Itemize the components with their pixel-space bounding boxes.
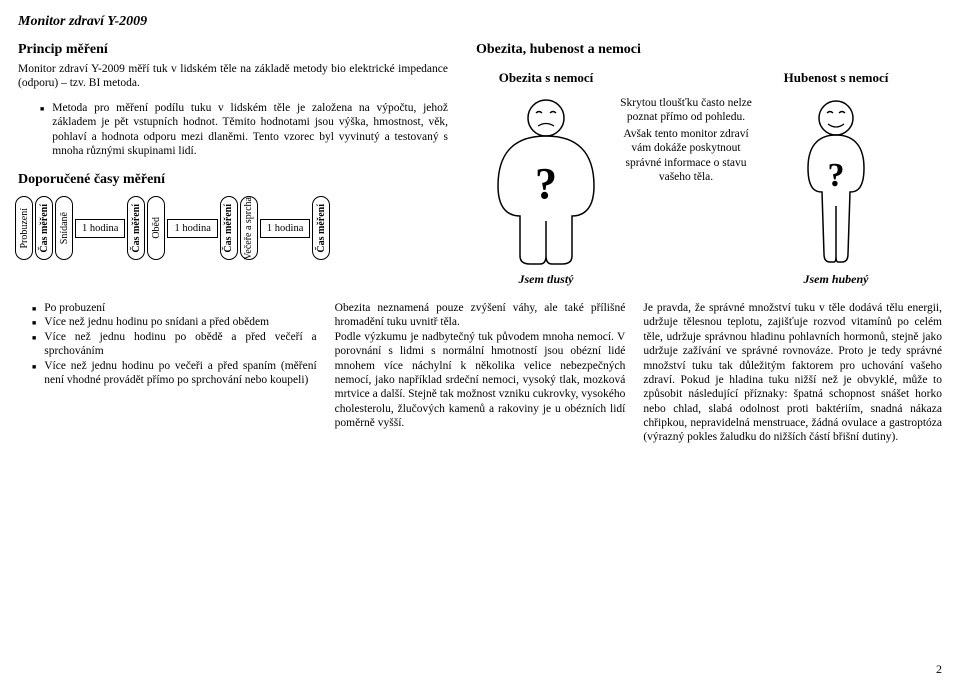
pill-dinner: Večeře a sprcha — [240, 196, 258, 260]
gap-2: 1 hodina — [167, 219, 217, 238]
list-item: ■ Více než jednu hodinu po večeři a před … — [32, 359, 317, 388]
list-item: ■ Více než jednu hodinu po snídani a před… — [32, 315, 317, 329]
document-title: Monitor zdraví Y-2009 — [18, 14, 942, 30]
bullet-marker: ■ — [40, 105, 44, 113]
bottom-right: Je pravda, že správné množství tuku v tě… — [643, 301, 942, 445]
principle-bullet-block: ■ Metoda pro měření podílu tuku v lidské… — [40, 101, 448, 159]
recommended-heading: Doporučené časy měření — [18, 172, 448, 188]
obese-body-icon: ? — [486, 96, 606, 266]
pill-breakfast: Snídaně — [55, 196, 73, 260]
bottom-mid: Obezita neznamená pouze zvýšení váhy, al… — [335, 301, 626, 445]
thin-label: Hubenost s nemocí — [784, 70, 889, 86]
obese-label: Obezita s nemocí — [499, 70, 594, 86]
bottom-mid-text: Obezita neznamená pouze zvýšení váhy, al… — [335, 301, 626, 430]
bullet-marker: ■ — [32, 305, 36, 313]
pill-measure-1: Čas měření — [35, 196, 53, 260]
svg-text:?: ? — [535, 159, 557, 208]
bullet-marker: ■ — [32, 319, 36, 327]
gap-3: 1 hodina — [260, 219, 310, 238]
gap-1: 1 hodina — [75, 219, 125, 238]
figure-thin: Hubenost s nemocí ? Jsem hubený — [766, 70, 906, 287]
principle-intro: Monitor zdraví Y-2009 měří tuk v lidském… — [18, 62, 448, 91]
after-list: ■ Po probuzení ■ Více než jednu hodinu po s… — [32, 301, 317, 387]
center-explain: Skrytou tloušťku často nelze poznat přím… — [616, 96, 756, 184]
pill-measure-3: Čas měření — [220, 196, 238, 260]
bottom-columns: ■ Po probuzení ■ Více než jednu hodinu po s… — [18, 301, 942, 445]
page-number: 2 — [936, 662, 942, 677]
list-item: ■ Po probuzení — [32, 301, 317, 315]
figures-row: Obezita s nemocí ? Jsem tlustý Skrytou t… — [476, 70, 942, 287]
thin-caption: Jsem hubený — [803, 272, 868, 287]
list-item-text: Po probuzení — [44, 301, 316, 315]
bullet-marker: ■ — [32, 363, 36, 371]
list-item-text: Více než jednu hodinu po večeři a před s… — [44, 359, 316, 388]
left-column: Princip měření Monitor zdraví Y-2009 měř… — [18, 42, 448, 287]
thin-body-icon: ? — [786, 96, 886, 266]
bottom-right-text: Je pravda, že správné množství tuku v tě… — [643, 301, 942, 445]
principle-heading: Princip měření — [18, 42, 448, 58]
pill-lunch: Oběd — [147, 196, 165, 260]
principle-bullet: ■ Metoda pro měření podílu tuku v lidské… — [40, 101, 448, 159]
right-column: Obezita, hubenost a nemoci Obezita s nem… — [476, 42, 942, 287]
list-item: ■ Více než jednu hodinu po obědě a před v… — [32, 330, 317, 359]
figure-obese: Obezita s nemocí ? Jsem tlustý — [476, 70, 616, 287]
list-item-text: Více než jednu hodinu po snídani a před … — [44, 315, 316, 329]
pill-measure-2: Čas měření — [127, 196, 145, 260]
timeline: Probuzení Čas měření Snídaně 1 hodina Ča… — [14, 196, 448, 260]
principle-bullet-text: Metoda pro měření podílu tuku v lidském … — [52, 101, 448, 159]
bullet-marker: ■ — [32, 334, 36, 342]
obesity-heading: Obezita, hubenost a nemoci — [476, 42, 942, 58]
bottom-left: ■ Po probuzení ■ Více než jednu hodinu po s… — [18, 301, 317, 445]
pill-measure-4: Čas měření — [312, 196, 330, 260]
svg-text:?: ? — [828, 157, 845, 194]
pill-wake: Probuzení — [15, 196, 33, 260]
obese-caption: Jsem tlustý — [518, 272, 573, 287]
upper-columns: Princip měření Monitor zdraví Y-2009 měř… — [18, 42, 942, 287]
list-item-text: Více než jednu hodinu po obědě a před ve… — [44, 330, 316, 359]
